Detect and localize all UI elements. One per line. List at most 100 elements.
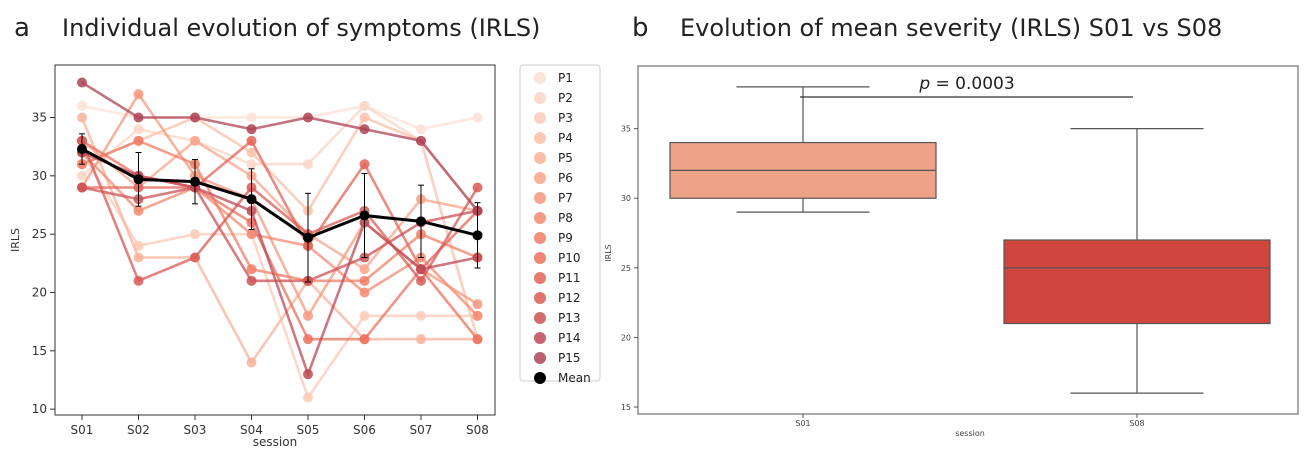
legend-item: P12 xyxy=(534,291,581,305)
panel-a: a Individual evolution of symptoms (IRLS… xyxy=(9,13,601,449)
legend-marker xyxy=(534,172,546,184)
data-point xyxy=(133,112,144,123)
legend-item: P7 xyxy=(534,191,573,205)
mean-point xyxy=(77,144,87,154)
legend-marker xyxy=(534,212,546,224)
legend-item: P1 xyxy=(534,71,573,85)
data-point xyxy=(416,135,426,146)
panel-b-y-ticks: 15 20 25 30 35 xyxy=(621,125,638,412)
legend-marker xyxy=(534,112,546,124)
data-point xyxy=(190,112,200,123)
legend-marker xyxy=(534,192,546,204)
panel-a-ylabel: IRLS xyxy=(9,228,22,252)
data-point xyxy=(303,310,313,321)
data-point xyxy=(472,299,483,310)
panel-b-x-ticks: S01 S08 xyxy=(795,414,1145,428)
legend-marker xyxy=(534,132,546,144)
x-tick-label: S06 xyxy=(353,423,376,437)
legend-label: P10 xyxy=(558,251,581,265)
panel-b-letter: b xyxy=(632,13,649,43)
y-tick-label: 15 xyxy=(32,344,47,358)
panel-a-series xyxy=(77,77,483,403)
legend-marker xyxy=(534,252,546,264)
data-point xyxy=(359,100,370,111)
data-point xyxy=(472,112,483,123)
legend-marker xyxy=(534,312,546,324)
data-point xyxy=(246,229,257,240)
series-line xyxy=(81,139,478,283)
x-tick-label: S08 xyxy=(466,423,489,437)
series-line xyxy=(81,151,478,379)
series-p4 xyxy=(77,112,483,345)
legend-label: Mean xyxy=(558,371,591,385)
data-point xyxy=(190,229,200,240)
data-point xyxy=(190,135,200,146)
mean-point xyxy=(416,216,426,227)
legend-item: P9 xyxy=(534,231,573,245)
x-tick-label: S07 xyxy=(410,423,433,437)
data-point xyxy=(246,357,257,368)
data-point xyxy=(133,135,144,146)
series-p12 xyxy=(77,135,483,286)
data-point xyxy=(416,310,426,321)
mean-point xyxy=(472,230,483,241)
mean-line xyxy=(81,147,478,240)
panel-a-y-ticks: 10 15 20 25 30 35 xyxy=(32,111,55,416)
data-point xyxy=(303,112,313,123)
data-point xyxy=(359,275,370,286)
y-tick-label: 20 xyxy=(621,333,631,342)
x-tick-label: S01 xyxy=(795,419,810,428)
panel-a-x-ticks: S01 S02 S03 S04 S05 S06 S07 S08 xyxy=(71,415,489,437)
legend-marker xyxy=(534,72,546,84)
panel-a-plot-frame xyxy=(54,64,496,416)
series-line xyxy=(80,117,478,365)
data-point xyxy=(303,159,313,170)
legend-item: P11 xyxy=(534,271,581,285)
data-point xyxy=(416,334,426,345)
legend-label: P8 xyxy=(558,211,573,225)
y-tick-label: 30 xyxy=(621,194,631,203)
data-point xyxy=(359,334,370,345)
legend-item: P13 xyxy=(534,311,581,325)
legend-marker xyxy=(534,152,546,164)
series-p15 xyxy=(77,77,483,216)
p-value-text: = 0.0003 xyxy=(930,74,1015,94)
data-point xyxy=(77,170,87,181)
legend-marker xyxy=(534,332,546,344)
legend-label: P15 xyxy=(558,351,581,365)
legend-label: P13 xyxy=(558,311,581,325)
data-point xyxy=(472,182,483,193)
mean-point xyxy=(303,232,313,243)
series-line xyxy=(82,138,479,272)
legend-marker xyxy=(534,292,546,304)
legend-item: P6 xyxy=(534,171,573,185)
x-tick-label: S02 xyxy=(127,423,150,437)
legend-label: P4 xyxy=(558,131,573,145)
series-line xyxy=(80,140,479,284)
data-point xyxy=(133,275,144,286)
data-point xyxy=(359,287,370,298)
data-point xyxy=(359,159,370,170)
legend-label: P11 xyxy=(558,271,581,285)
legend-item: P2 xyxy=(534,91,573,105)
data-point xyxy=(416,264,426,275)
mean-point xyxy=(190,176,200,187)
y-tick-label: 10 xyxy=(32,402,47,416)
legend-item: P5 xyxy=(534,151,573,165)
y-tick-label: 25 xyxy=(621,264,631,273)
legend-label: P6 xyxy=(558,171,573,185)
legend-label: P1 xyxy=(558,71,573,85)
data-point xyxy=(246,264,257,275)
legend-item: P10 xyxy=(534,251,581,265)
data-point xyxy=(472,310,483,321)
panel-a-letter: a xyxy=(14,13,30,43)
legend-label: P2 xyxy=(558,91,573,105)
series-line xyxy=(81,115,479,340)
data-point xyxy=(303,369,313,380)
legend-marker xyxy=(534,352,546,364)
data-point xyxy=(133,205,144,216)
series-line xyxy=(81,81,479,212)
y-tick-label: 35 xyxy=(621,125,631,134)
data-point xyxy=(359,310,370,321)
